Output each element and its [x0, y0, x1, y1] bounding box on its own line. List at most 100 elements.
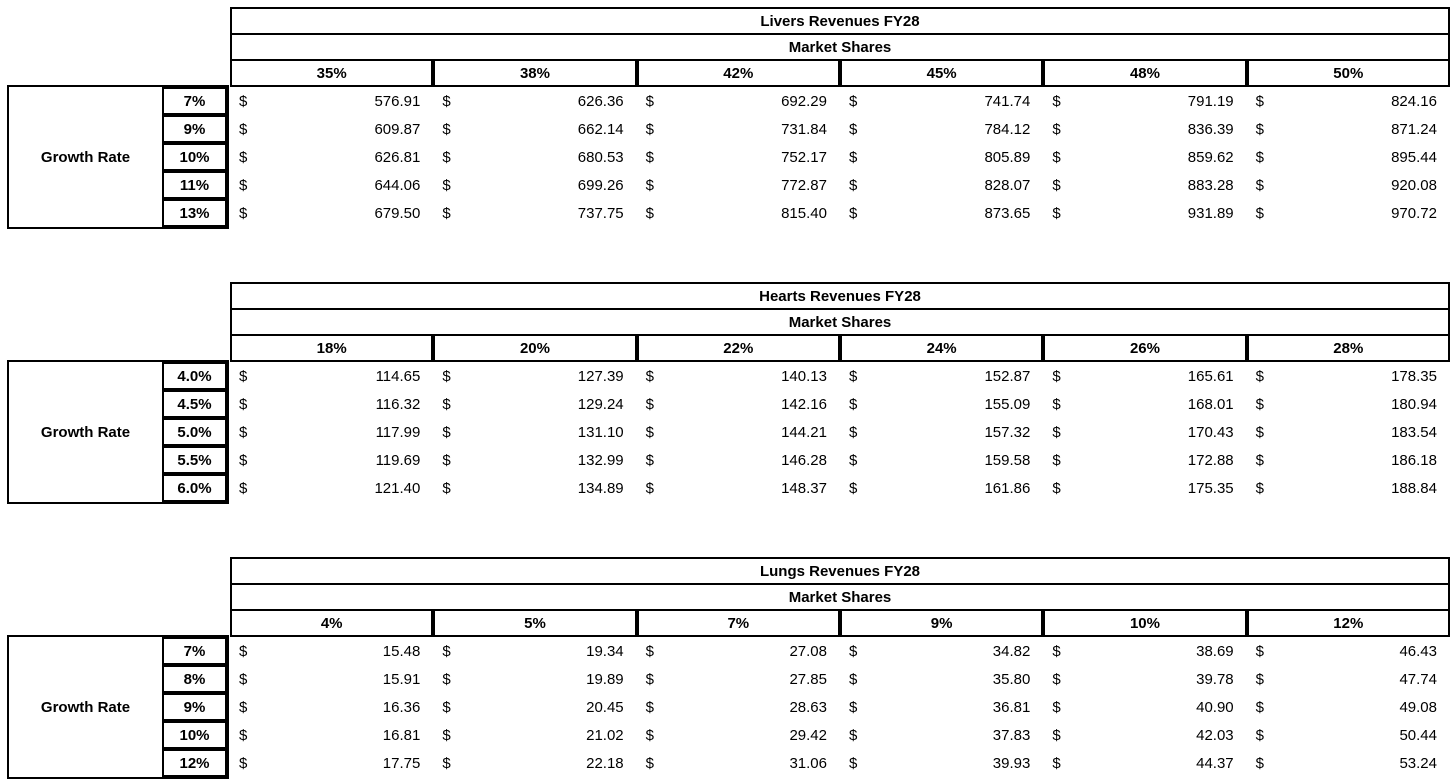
revenue-data-cell: $172.88	[1043, 446, 1246, 474]
cell-value: 680.53	[577, 148, 624, 166]
currency-symbol: $	[442, 642, 451, 660]
cell-value: 679.50	[374, 204, 421, 222]
currency-symbol: $	[848, 148, 858, 166]
revenue-data-cell: $38.69	[1043, 637, 1246, 665]
revenue-data-cell: $626.81	[230, 143, 433, 171]
currency-symbol: $	[239, 698, 248, 716]
cell-value: 16.81	[382, 726, 421, 744]
table-title: Lungs Revenues FY28	[230, 557, 1450, 585]
currency-symbol: $	[645, 204, 654, 222]
currency-symbol: $	[239, 670, 248, 688]
cell-value: 662.14	[577, 120, 624, 138]
cell-value: 47.74	[1399, 670, 1437, 688]
currency-symbol: $	[645, 451, 654, 469]
currency-symbol: $	[1052, 698, 1061, 716]
currency-symbol: $	[442, 423, 451, 441]
cell-value: 692.29	[781, 92, 827, 110]
currency-symbol: $	[1255, 754, 1264, 772]
growth-rate-cell: 12%	[162, 749, 227, 777]
currency-symbol: $	[442, 176, 451, 194]
currency-symbol: $	[645, 479, 654, 497]
currency-symbol: $	[239, 204, 248, 222]
revenue-data-cell: $117.99	[230, 418, 433, 446]
cell-value: 36.81	[992, 698, 1031, 716]
cell-value: 16.36	[382, 698, 421, 716]
revenue-data-cell: $16.36	[230, 693, 433, 721]
market-share-header-cell: 38%	[433, 59, 637, 87]
market-share-header-cell: 50%	[1246, 59, 1450, 87]
revenue-data-cell: $699.26	[433, 171, 636, 199]
cell-value: 119.69	[375, 451, 421, 469]
currency-symbol: $	[1052, 451, 1061, 469]
revenue-data-cell: $680.53	[433, 143, 636, 171]
market-share-header-cell: 4%	[230, 609, 434, 637]
revenue-data-cell: $119.69	[230, 446, 433, 474]
revenue-data-cell: $29.42	[637, 721, 840, 749]
currency-symbol: $	[442, 451, 451, 469]
cell-value: 188.84	[1391, 479, 1437, 497]
currency-symbol: $	[848, 120, 858, 138]
market-share-headers-row: 18% 20% 22% 24% 26% 28%	[230, 334, 1450, 362]
currency-symbol: $	[645, 92, 654, 110]
cell-value: 27.85	[789, 670, 827, 688]
revenue-values-grid: $15.48 $19.34 $27.08 $34.82 $38.69 $46.43 $15.…	[230, 637, 1450, 777]
market-share-header-cell: 9%	[839, 609, 1044, 637]
growth-rate-values-column: 7% 9% 10% 11% 13%	[162, 87, 227, 227]
currency-symbol: $	[1052, 120, 1061, 138]
revenue-data-cell: $737.75	[433, 199, 636, 227]
revenue-data-cell: $42.03	[1043, 721, 1246, 749]
currency-symbol: $	[848, 367, 858, 385]
revenue-data-cell: $132.99	[433, 446, 636, 474]
revenue-data-cell: $828.07	[840, 171, 1043, 199]
revenue-data-cell: $35.80	[840, 665, 1043, 693]
cell-value: 737.75	[577, 204, 624, 222]
currency-symbol: $	[848, 479, 858, 497]
currency-symbol: $	[1052, 92, 1061, 110]
market-share-header-cell: 20%	[433, 334, 637, 362]
currency-symbol: $	[442, 698, 451, 716]
data-table: Lungs Revenues FY28 Market Shares 4% 5% 7%…	[230, 557, 1450, 777]
currency-symbol: $	[239, 726, 248, 744]
cell-value: 28.63	[789, 698, 827, 716]
currency-symbol: $	[442, 670, 451, 688]
currency-symbol: $	[848, 754, 858, 772]
revenue-data-cell: $148.37	[637, 474, 840, 502]
cell-value: 180.94	[1391, 395, 1437, 413]
currency-symbol: $	[239, 395, 248, 413]
cell-value: 50.44	[1399, 726, 1437, 744]
cell-value: 114.65	[375, 367, 421, 385]
currency-symbol: $	[239, 120, 248, 138]
growth-rate-values-column: 7% 8% 9% 10% 12%	[162, 637, 227, 777]
market-share-header-cell: 42%	[636, 59, 840, 87]
cell-value: 828.07	[984, 176, 1031, 194]
market-share-header-cell: 10%	[1043, 609, 1247, 637]
growth-rate-cell: 7%	[162, 637, 227, 665]
currency-symbol: $	[848, 395, 858, 413]
currency-symbol: $	[442, 92, 451, 110]
cell-value: 805.89	[984, 148, 1031, 166]
growth-rate-cell: 9%	[162, 693, 227, 721]
cell-value: 121.40	[374, 479, 421, 497]
revenue-data-cell: $36.81	[840, 693, 1043, 721]
revenue-data-cell: $175.35	[1043, 474, 1246, 502]
market-share-header-cell: 5%	[433, 609, 637, 637]
currency-symbol: $	[848, 698, 858, 716]
cell-value: 772.87	[781, 176, 827, 194]
cell-value: 172.88	[1187, 451, 1234, 469]
currency-symbol: $	[645, 642, 654, 660]
currency-symbol: $	[848, 176, 858, 194]
revenue-data-cell: $50.44	[1247, 721, 1450, 749]
cell-value: 132.99	[577, 451, 624, 469]
revenue-data-cell: $752.17	[637, 143, 840, 171]
revenue-data-cell: $129.24	[433, 390, 636, 418]
currency-symbol: $	[1255, 642, 1264, 660]
cell-value: 824.16	[1391, 92, 1437, 110]
revenue-data-cell: $188.84	[1247, 474, 1450, 502]
cell-value: 183.54	[1391, 423, 1437, 441]
revenue-data-cell: $27.08	[637, 637, 840, 665]
revenue-data-cell: $692.29	[637, 87, 840, 115]
currency-symbol: $	[239, 176, 248, 194]
currency-symbol: $	[848, 92, 858, 110]
cell-value: 791.19	[1187, 92, 1234, 110]
market-share-header-cell: 12%	[1246, 609, 1450, 637]
